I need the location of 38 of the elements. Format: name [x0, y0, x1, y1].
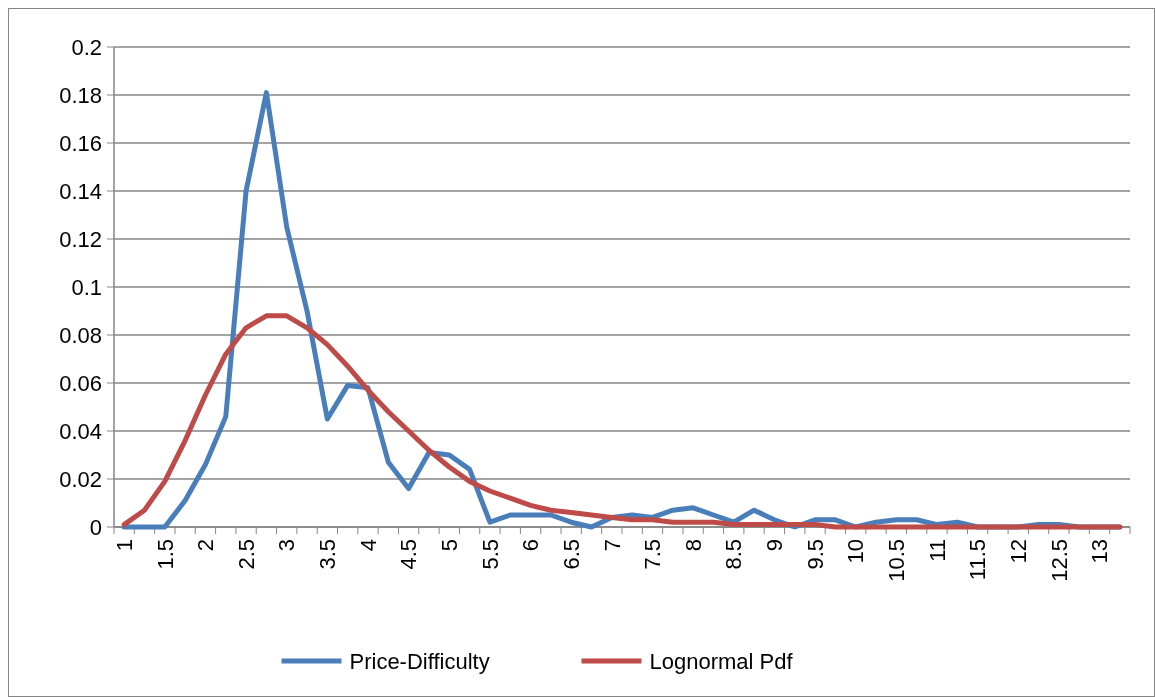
x-tick-label: 10 [843, 539, 869, 564]
x-tick-label: 4 [355, 539, 381, 552]
x-tick-label: 8 [680, 539, 706, 552]
x-tick-label: 12 [1005, 539, 1031, 564]
x-tick-label: 13 [1087, 539, 1113, 564]
x-tick-label: 4.5 [396, 539, 422, 570]
x-tick-label: 10.5 [884, 539, 910, 582]
x-tick-label: 2 [193, 539, 219, 552]
x-tick-label: 11 [924, 539, 950, 562]
x-tick-label: 1 [111, 539, 137, 552]
y-tick-label: 0.12 [59, 226, 102, 252]
x-tick-label: 7 [599, 539, 625, 552]
y-tick-label: 0.14 [59, 178, 102, 204]
x-tick-label: 6 [518, 539, 544, 552]
x-tick-label: 5 [436, 539, 462, 552]
x-tick-label: 9.5 [802, 539, 828, 570]
x-tick-label: 7.5 [640, 539, 666, 570]
x-tick-label: 5.5 [477, 539, 503, 570]
x-tick-label: 2.5 [233, 539, 259, 570]
x-tick-label: 12.5 [1046, 539, 1072, 582]
x-tick-label: 6.5 [558, 539, 584, 570]
x-tick-label: 8.5 [721, 539, 747, 570]
y-tick-label: 0.16 [59, 130, 102, 156]
x-tick-label: 9 [762, 539, 788, 552]
x-tick-label: 1.5 [152, 539, 178, 570]
y-tick-label: 0.06 [59, 370, 102, 396]
x-tick-label: 11.5 [965, 539, 991, 581]
y-tick-label: 0.02 [59, 466, 102, 492]
y-tick-label: 0.08 [59, 322, 102, 348]
x-tick-label: 3 [274, 539, 300, 552]
legend-label: Lognormal Pdf [649, 648, 794, 674]
y-tick-label: 0.18 [59, 82, 102, 108]
legend-label: Price-Difficulty [349, 648, 490, 674]
y-tick-label: 0 [89, 514, 102, 540]
y-tick-label: 0.2 [71, 34, 102, 60]
y-tick-label: 0.1 [71, 274, 102, 300]
x-tick-label: 3.5 [315, 539, 341, 570]
y-tick-label: 0.04 [59, 418, 102, 444]
